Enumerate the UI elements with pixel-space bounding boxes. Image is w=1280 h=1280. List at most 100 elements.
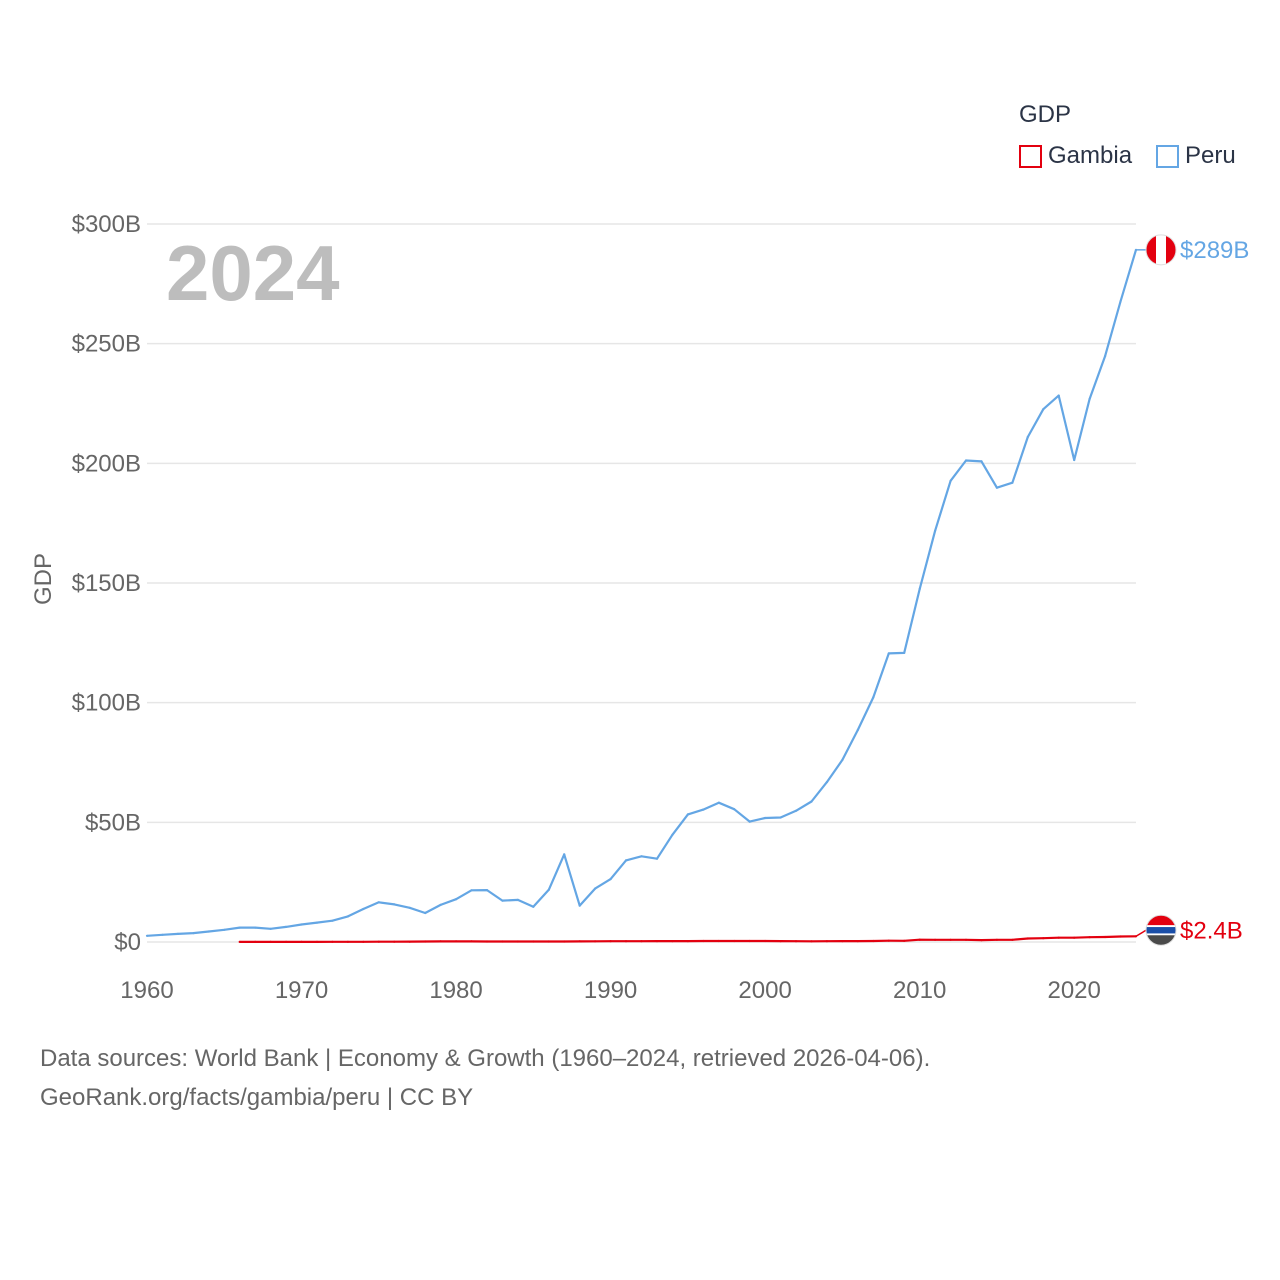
data-point-gambia bbox=[949, 938, 952, 941]
data-point-gambia bbox=[640, 940, 643, 943]
data-point-peru bbox=[887, 652, 890, 655]
data-point-peru bbox=[964, 459, 968, 462]
data-point-peru bbox=[1042, 408, 1045, 411]
data-point-peru bbox=[238, 926, 241, 929]
data-point-gambia bbox=[686, 940, 690, 943]
data-point-peru bbox=[207, 930, 210, 933]
data-point-gambia bbox=[1088, 936, 1091, 939]
data-point-gambia bbox=[269, 940, 272, 944]
data-point-peru bbox=[1026, 435, 1029, 439]
data-point-peru bbox=[934, 529, 937, 532]
peru-flag-icon bbox=[1145, 234, 1177, 266]
data-point-gambia bbox=[609, 940, 612, 943]
data-point-peru bbox=[702, 808, 705, 811]
legend-item-gambia[interactable]: Gambia bbox=[1019, 142, 1132, 170]
data-point-gambia bbox=[655, 940, 659, 943]
end-value-label-gambia: $2.4B bbox=[1180, 917, 1243, 944]
data-point-peru bbox=[717, 801, 720, 804]
data-point-peru bbox=[455, 898, 458, 901]
legend-label-peru: Peru bbox=[1185, 142, 1236, 169]
data-point-gambia bbox=[393, 940, 396, 943]
data-point-gambia bbox=[1042, 937, 1045, 940]
x-tick-label: 1960 bbox=[120, 977, 173, 1004]
data-point-gambia bbox=[315, 940, 319, 944]
end-labels: $289B $2.4B bbox=[1135, 234, 1249, 946]
data-point-peru bbox=[995, 486, 999, 489]
data-point-peru bbox=[300, 923, 303, 926]
data-point-peru bbox=[640, 855, 643, 858]
data-point-gambia bbox=[1011, 938, 1014, 941]
year-overlay: 2024 bbox=[166, 229, 340, 317]
data-point-peru bbox=[315, 921, 319, 924]
data-point-peru bbox=[1011, 481, 1014, 484]
data-point-gambia bbox=[841, 940, 844, 943]
data-point-gambia bbox=[1119, 935, 1122, 938]
data-point-peru bbox=[671, 833, 674, 836]
data-point-gambia bbox=[455, 940, 458, 943]
data-point-gambia bbox=[934, 938, 937, 941]
data-point-gambia bbox=[733, 939, 736, 943]
data-point-peru bbox=[1119, 300, 1122, 303]
data-point-gambia bbox=[285, 940, 288, 944]
data-point-gambia bbox=[300, 940, 303, 944]
data-point-gambia bbox=[872, 939, 875, 943]
y-axis-title: GDP bbox=[30, 553, 57, 605]
legend-item-peru[interactable]: Peru bbox=[1156, 142, 1236, 170]
x-tick-label: 2010 bbox=[893, 977, 946, 1004]
footer-attribution[interactable]: GeoRank.org/facts/gambia/peru | CC BY bbox=[40, 1084, 474, 1111]
y-axis-ticks: $0 $50B $100B $150B $200B $250B $300B bbox=[72, 211, 141, 956]
data-point-gambia bbox=[794, 940, 798, 943]
y-tick-label: $0 bbox=[114, 929, 141, 956]
data-point-gambia bbox=[346, 940, 349, 943]
data-point-peru bbox=[424, 911, 427, 915]
data-point-peru bbox=[331, 919, 334, 922]
data-point-gambia bbox=[362, 940, 365, 943]
data-point-gambia bbox=[424, 940, 427, 943]
x-tick-label: 2000 bbox=[738, 977, 791, 1004]
data-point-peru bbox=[918, 587, 921, 591]
data-point-peru bbox=[1073, 458, 1076, 462]
data-point-peru bbox=[825, 781, 829, 784]
data-point-gambia bbox=[995, 938, 999, 941]
data-point-gambia bbox=[439, 940, 442, 943]
y-tick-label: $100B bbox=[72, 690, 141, 717]
x-tick-label: 1980 bbox=[429, 977, 482, 1004]
data-point-gambia bbox=[1073, 936, 1076, 939]
data-point-gambia bbox=[516, 940, 520, 943]
data-point-gambia bbox=[578, 940, 581, 943]
data-point-peru bbox=[1104, 355, 1107, 358]
x-tick-label: 1990 bbox=[584, 977, 637, 1004]
data-point-gambia bbox=[748, 939, 751, 943]
data-point-gambia bbox=[547, 940, 550, 943]
data-point-gambia bbox=[470, 940, 473, 943]
data-point-peru bbox=[1057, 394, 1060, 397]
footer-sources: Data sources: World Bank | Economy & Gro… bbox=[40, 1045, 931, 1072]
y-tick-label: $200B bbox=[72, 450, 141, 477]
data-point-gambia bbox=[1104, 935, 1107, 939]
data-point-peru bbox=[764, 816, 767, 820]
data-point-peru bbox=[748, 820, 751, 823]
data-point-peru bbox=[872, 696, 875, 699]
data-point-peru bbox=[609, 878, 612, 881]
data-point-peru bbox=[655, 857, 659, 860]
legend-swatch-gambia bbox=[1019, 144, 1042, 168]
data-point-gambia bbox=[594, 940, 597, 943]
end-connector-gambia bbox=[1135, 929, 1147, 937]
data-point-peru bbox=[1088, 397, 1091, 401]
data-point-peru bbox=[269, 927, 272, 930]
data-point-peru bbox=[532, 905, 535, 908]
data-point-peru bbox=[810, 800, 813, 803]
data-point-gambia bbox=[702, 939, 705, 943]
data-point-peru bbox=[794, 809, 798, 812]
data-point-peru bbox=[470, 889, 473, 892]
data-point-gambia bbox=[624, 940, 628, 943]
data-point-gambia bbox=[501, 940, 504, 943]
data-point-peru bbox=[223, 928, 226, 931]
data-point-peru bbox=[485, 889, 489, 892]
series-line-peru[interactable] bbox=[146, 249, 1138, 937]
data-point-peru bbox=[624, 859, 628, 862]
data-point-gambia bbox=[671, 940, 674, 943]
data-point-gambia bbox=[408, 940, 411, 943]
data-point-gambia bbox=[717, 939, 720, 943]
